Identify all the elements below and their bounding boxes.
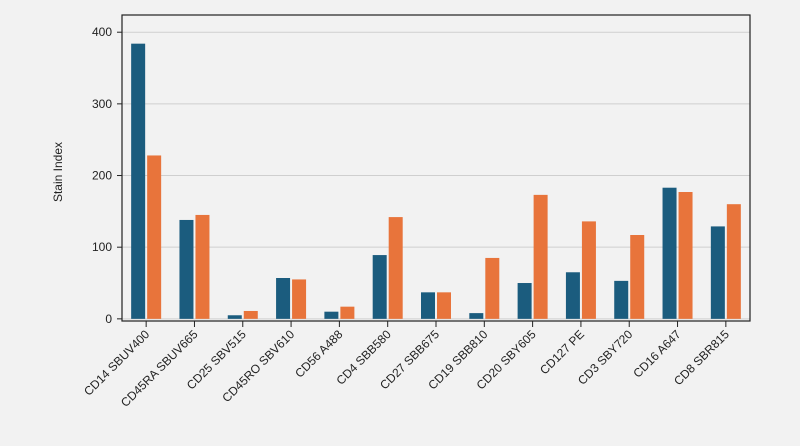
y-tick-label: 0 xyxy=(105,312,112,326)
bar xyxy=(614,280,629,319)
bar xyxy=(710,226,725,319)
bar xyxy=(372,255,387,319)
bar xyxy=(533,194,548,319)
bar xyxy=(485,257,500,319)
y-tick-label: 200 xyxy=(92,169,112,183)
plot-frame xyxy=(121,14,751,322)
bar xyxy=(517,283,532,319)
bar xyxy=(662,187,677,319)
bar xyxy=(179,219,194,319)
bar xyxy=(581,221,596,319)
bar xyxy=(227,315,242,319)
bar xyxy=(565,272,580,319)
bar xyxy=(421,292,435,319)
bar xyxy=(195,214,210,319)
bar xyxy=(276,278,291,319)
y-tick-label: 400 xyxy=(92,25,112,39)
bar xyxy=(243,310,258,319)
bar xyxy=(437,292,451,319)
y-tick-label: 300 xyxy=(92,97,112,111)
bar xyxy=(147,155,162,319)
bar xyxy=(726,204,741,319)
bar xyxy=(388,217,403,319)
bar xyxy=(630,235,645,319)
y-tick-label: 100 xyxy=(92,240,112,254)
bar xyxy=(324,311,339,319)
y-axis-label: Stain Index xyxy=(51,142,65,202)
bar xyxy=(340,306,355,319)
bar xyxy=(131,43,146,319)
bar xyxy=(678,192,693,319)
bar xyxy=(292,279,307,319)
bar xyxy=(469,313,484,319)
